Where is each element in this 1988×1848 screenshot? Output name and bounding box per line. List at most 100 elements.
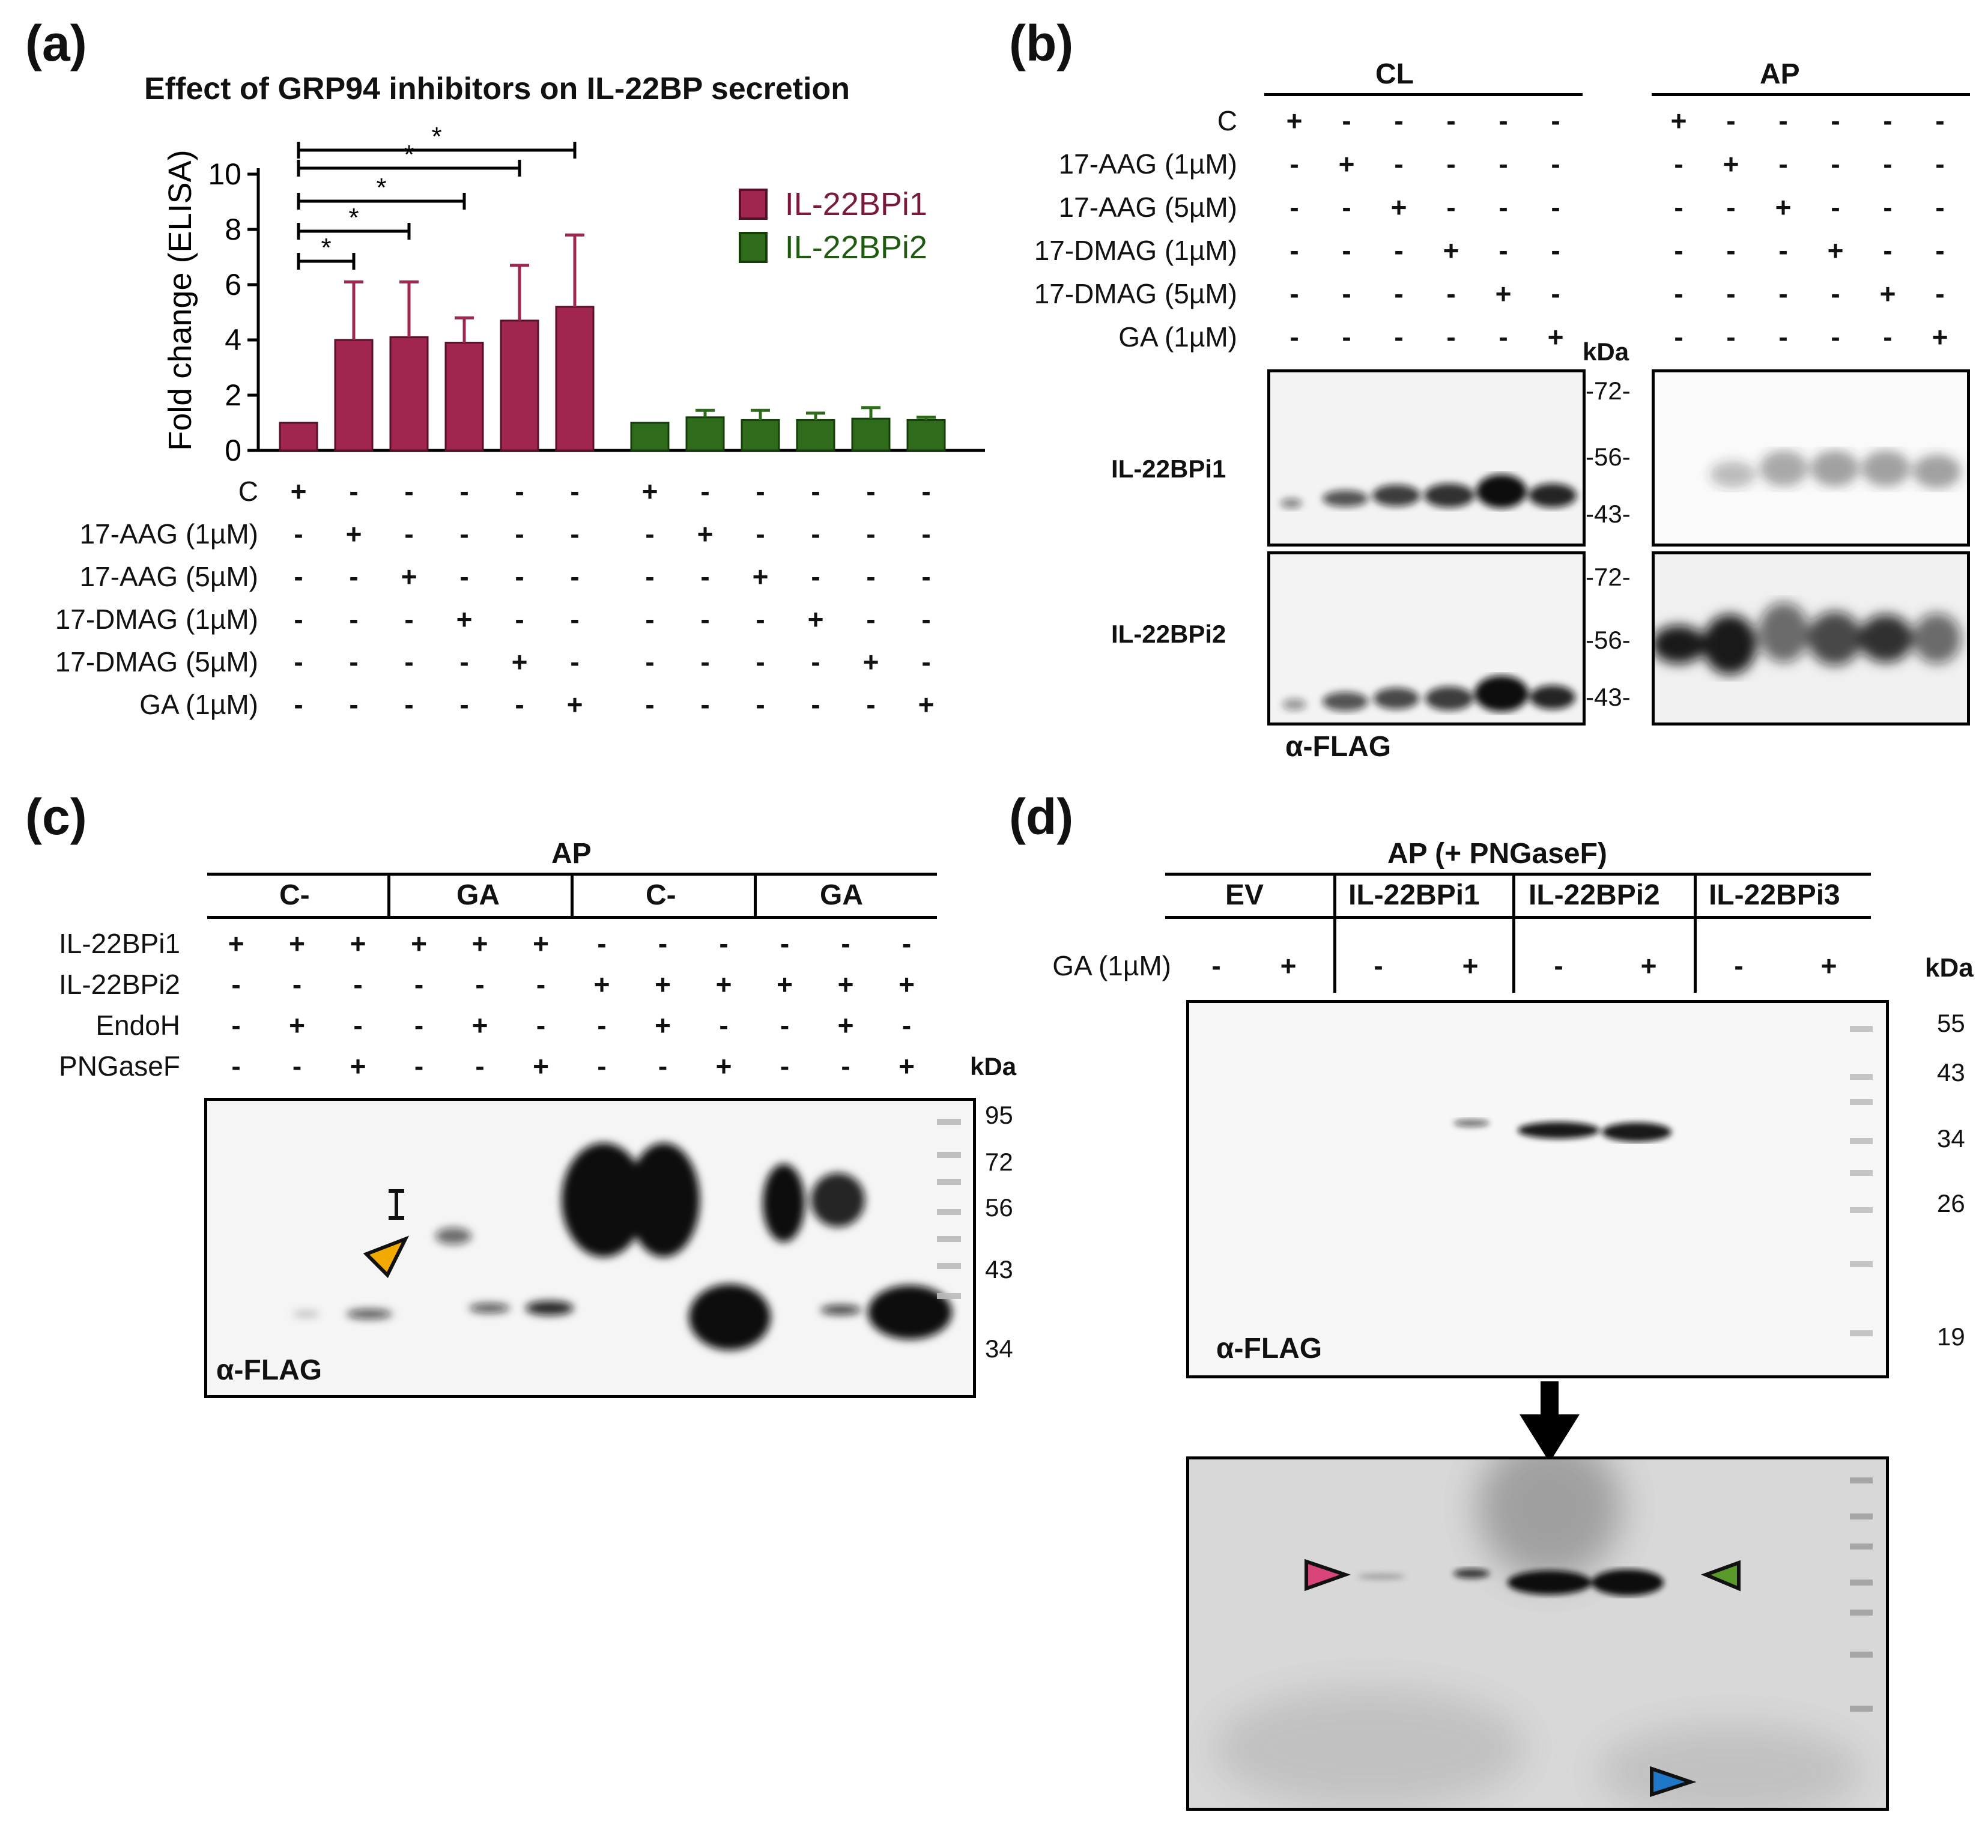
b-sign: - <box>1831 192 1840 223</box>
c-sign: - <box>597 1010 607 1041</box>
b-sign: - <box>1446 192 1456 223</box>
b-blot-label-1: IL-22BPi1 <box>1111 455 1226 483</box>
b-kda-label: kDa <box>1583 338 1629 366</box>
b-blot-label-2: IL-22BPi2 <box>1111 620 1226 648</box>
y-tick-label: 4 <box>225 323 241 357</box>
a-sign: - <box>700 561 710 592</box>
c-sign: + <box>228 928 244 959</box>
a-sign: + <box>345 518 362 550</box>
a-sign: - <box>570 561 580 592</box>
a-sign: - <box>570 646 580 677</box>
a-row-label-ga: GA (1µM) <box>139 689 258 720</box>
a-sign: - <box>404 476 414 507</box>
c-subgroup-3: C- <box>646 879 676 911</box>
a-sign: - <box>349 476 359 507</box>
c-row-label-4: PNGaseF <box>59 1050 180 1082</box>
a-sign: - <box>866 518 876 550</box>
a-sign: - <box>811 476 820 507</box>
b-sign: - <box>1674 278 1683 309</box>
b-sign: - <box>1394 278 1404 309</box>
d-antibody-label: α-FLAG <box>1216 1333 1323 1365</box>
chart-title: Effect of GRP94 inhibitors on IL-22BP se… <box>144 71 850 106</box>
b-sign: - <box>1342 235 1351 266</box>
d-sign: + <box>1280 950 1297 981</box>
a-sign: - <box>349 604 359 635</box>
c-sign: - <box>292 969 302 1000</box>
c-sign: - <box>353 1010 363 1041</box>
legend-swatch-1 <box>739 189 768 220</box>
b-sign: - <box>1342 321 1351 353</box>
c-sign: + <box>350 1050 366 1082</box>
a-sign: - <box>811 518 820 550</box>
c-sign: - <box>231 1010 241 1041</box>
b-sign: + <box>1338 148 1355 180</box>
d-kda-label: kDa <box>1925 953 1974 983</box>
legend-label-2: IL-22BPi2 <box>784 229 927 265</box>
bar-i1-2 <box>389 336 429 452</box>
b-sign: - <box>1726 235 1736 266</box>
b-sign: - <box>1726 321 1736 353</box>
b-sign: - <box>1394 321 1404 353</box>
c-sign: + <box>411 928 427 959</box>
c-sign: - <box>292 1050 302 1082</box>
a-sign: - <box>294 646 303 677</box>
d-header-line <box>1165 873 1871 876</box>
b-sign: - <box>1499 321 1508 353</box>
bar-i1-3 <box>444 342 484 452</box>
c-sign: + <box>471 928 488 959</box>
a-sign: - <box>459 689 469 720</box>
b-blot-ap-i2-bands <box>1655 554 1967 723</box>
bar-i2-5 <box>906 419 946 452</box>
a-sign: - <box>515 518 524 550</box>
a-sign: - <box>645 604 655 635</box>
b-marker-43-top: -43- <box>1586 500 1631 528</box>
c-row-label-3: EndoH <box>95 1010 180 1041</box>
c-row-label-1: IL-22BPi1 <box>58 928 180 959</box>
c-sign: - <box>780 928 790 959</box>
b-sign: - <box>1499 192 1508 223</box>
c-sign: + <box>533 1050 549 1082</box>
d-group-ev: EV <box>1225 879 1264 911</box>
c-sign: + <box>655 1010 671 1041</box>
y-tick-label: 10 <box>208 157 241 191</box>
b-sign: - <box>1342 278 1351 309</box>
bar-i1-0 <box>279 422 318 452</box>
c-divider-2 <box>571 873 574 918</box>
a-sign: - <box>866 604 876 635</box>
d-blot-top-bands <box>1189 1003 1886 1375</box>
a-sign: + <box>511 646 528 677</box>
c-sign: - <box>353 969 363 1000</box>
a-sign: - <box>921 518 931 550</box>
a-sign: + <box>697 518 714 550</box>
c-sign: - <box>536 969 546 1000</box>
a-sign: - <box>404 518 414 550</box>
b-sign: - <box>1883 192 1893 223</box>
legend-swatch-2 <box>739 232 768 263</box>
b-sign: + <box>1723 148 1739 180</box>
y-tick-label: 2 <box>225 378 241 412</box>
b-sign: + <box>1670 105 1687 136</box>
b-row-label-17dmag-5: 17-DMAG (5µM) <box>1034 278 1237 309</box>
b-sign: - <box>1831 148 1840 180</box>
bar-chart: 0 2 4 6 8 10 Fold change (ELISA) * * * * * <box>162 122 985 467</box>
b-sign: - <box>1342 105 1351 136</box>
c-sign: - <box>841 1050 850 1082</box>
b-sign: - <box>1551 235 1560 266</box>
a-sign: - <box>756 689 765 720</box>
c-sign: + <box>593 969 610 1000</box>
b-sign: - <box>1778 105 1788 136</box>
c-sign: + <box>899 969 915 1000</box>
d-marker-34: 34 <box>1937 1124 1965 1153</box>
a-sign: - <box>515 689 524 720</box>
b-sign: + <box>1390 192 1407 223</box>
b-row-label-c: C <box>1217 105 1237 136</box>
bar-i1-4 <box>500 320 539 452</box>
b-sign: + <box>1286 105 1303 136</box>
a-sign: + <box>641 476 658 507</box>
a-sign: - <box>700 646 710 677</box>
b-marker-56-bottom: -56- <box>1586 626 1631 654</box>
y-tick-label: 8 <box>225 213 241 246</box>
b-sign: - <box>1499 148 1508 180</box>
panel-b-label: (b) <box>1009 15 1074 71</box>
b-sign: - <box>1831 321 1840 353</box>
